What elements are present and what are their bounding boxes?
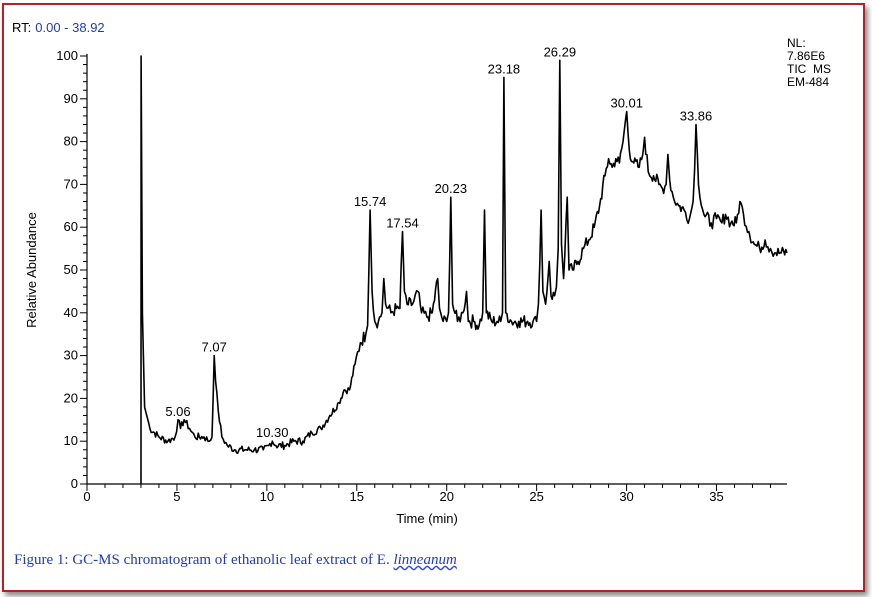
x-tick-label: 0: [83, 489, 90, 504]
ms-info-block: NL: 7.86E6 TIC MS EM-484: [787, 37, 831, 89]
peak-labels: 5.06 7.07 10.30 15.74 17.54 20.23 23.18 26.29 30…: [165, 44, 712, 440]
figure-frame: [2, 3, 865, 592]
chart-ticks: 0 5 10 15 20 25 30 35 0 10 20 30 40 50 60 70 80 90 100: [56, 48, 771, 504]
peak-label: 20.23: [435, 181, 468, 196]
peak-label: 10.30: [256, 425, 289, 440]
y-tick-label: 20: [64, 390, 78, 405]
figure-caption: Figure 1: GC-MS chromatogram of ethanoli…: [14, 552, 457, 569]
peak-label: 23.18: [488, 61, 521, 76]
peak-label: 7.07: [202, 340, 227, 355]
info-line-nl: NL:: [787, 36, 806, 50]
info-line-tic-ms: TIC MS: [787, 62, 831, 76]
peak-label: 30.01: [610, 96, 643, 111]
y-tick-label: 0: [71, 476, 78, 491]
caption-species: linneanum: [393, 552, 457, 568]
peak-label: 15.74: [354, 194, 387, 209]
peak-label: 33.86: [680, 108, 713, 123]
y-axis-label: Relative Abundance: [24, 212, 39, 328]
y-tick-label: 70: [64, 176, 78, 191]
peak-label: 17.54: [386, 215, 419, 230]
info-line-method: EM-484: [787, 75, 830, 89]
peak-label: 5.06: [165, 404, 190, 419]
x-axis-label: Time (min): [396, 511, 458, 526]
y-tick-label: 60: [64, 219, 78, 234]
x-tick-label: 5: [173, 489, 180, 504]
caption-text: Figure 1: GC-MS chromatogram of ethanoli…: [14, 552, 394, 568]
y-tick-label: 50: [64, 262, 78, 277]
y-tick-label: 90: [64, 91, 78, 106]
x-tick-label: 25: [529, 489, 543, 504]
y-tick-label: 10: [64, 433, 78, 448]
info-line-nl-value: 7.86E6: [787, 49, 826, 63]
x-tick-label: 35: [709, 489, 723, 504]
rt-label: RT:: [12, 20, 32, 35]
y-tick-label: 100: [56, 48, 78, 63]
y-tick-label: 40: [64, 305, 78, 320]
rt-range-label: RT: 0.00 - 38.92: [12, 20, 105, 35]
x-tick-label: 10: [260, 489, 274, 504]
chromatogram-trace: [140, 55, 788, 485]
peak-label: 26.29: [544, 44, 577, 59]
y-tick-label: 80: [64, 134, 78, 149]
x-tick-label: 20: [439, 489, 453, 504]
y-tick-label: 30: [64, 348, 78, 363]
x-tick-label: 15: [350, 489, 364, 504]
chart-axes: [86, 54, 787, 485]
rt-range-value: 0.00 - 38.92: [35, 20, 105, 35]
x-tick-label: 30: [619, 489, 633, 504]
